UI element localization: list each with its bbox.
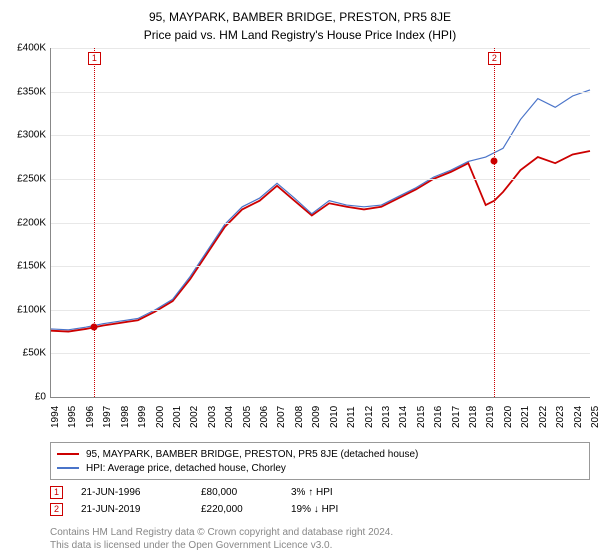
- legend-row: HPI: Average price, detached house, Chor…: [57, 461, 583, 475]
- y-tick-label: £50K: [6, 348, 46, 359]
- x-tick-label: 2020: [503, 406, 514, 428]
- event-pct: 19% ↓ HPI: [291, 504, 338, 515]
- x-tick-label: 1997: [102, 406, 113, 428]
- x-tick-label: 2014: [398, 406, 409, 428]
- y-tick-label: £200K: [6, 217, 46, 228]
- plot-area: £0£50K£100K£150K£200K£250K£300K£350K£400…: [50, 48, 590, 398]
- gridline: [51, 266, 590, 267]
- x-tick-label: 2009: [311, 406, 322, 428]
- gridline: [51, 179, 590, 180]
- x-tick-label: 2000: [155, 406, 166, 428]
- legend-label-property: 95, MAYPARK, BAMBER BRIDGE, PRESTON, PR5…: [86, 449, 418, 460]
- gridline: [51, 92, 590, 93]
- y-tick-label: £300K: [6, 130, 46, 141]
- x-tick-label: 2015: [416, 406, 427, 428]
- y-tick-label: £100K: [6, 304, 46, 315]
- x-tick-label: 1995: [67, 406, 78, 428]
- event-price: £80,000: [201, 487, 291, 498]
- y-tick-label: £350K: [6, 86, 46, 97]
- legend-swatch-property: [57, 453, 79, 455]
- x-tick-label: 2007: [276, 406, 287, 428]
- event-marker-box: 2: [488, 52, 501, 65]
- event-guideline: [94, 48, 95, 397]
- gridline: [51, 310, 590, 311]
- x-tick-label: 2012: [364, 406, 375, 428]
- x-tick-label: 2003: [207, 406, 218, 428]
- chart-subtitle: Price paid vs. HM Land Registry's House …: [0, 24, 600, 48]
- x-tick-label: 2017: [451, 406, 462, 428]
- x-tick-label: 1996: [85, 406, 96, 428]
- x-tick-label: 2024: [573, 406, 584, 428]
- event-price: £220,000: [201, 504, 291, 515]
- event-row: 2 21-JUN-2019 £220,000 19% ↓ HPI: [50, 501, 590, 518]
- footer-line2: This data is licensed under the Open Gov…: [50, 539, 590, 552]
- x-tick-label: 2016: [433, 406, 444, 428]
- x-tick-label: 2019: [485, 406, 496, 428]
- event-marker-2: 2: [50, 503, 63, 516]
- gridline: [51, 135, 590, 136]
- attribution-footer: Contains HM Land Registry data © Crown c…: [50, 526, 590, 552]
- x-tick-label: 2004: [224, 406, 235, 428]
- x-tick-label: 1998: [120, 406, 131, 428]
- event-point: [490, 158, 497, 165]
- event-marker-box: 1: [88, 52, 101, 65]
- event-marker-1: 1: [50, 486, 63, 499]
- legend-label-hpi: HPI: Average price, detached house, Chor…: [86, 463, 286, 474]
- x-tick-label: 2013: [381, 406, 392, 428]
- gridline: [51, 353, 590, 354]
- footer-line1: Contains HM Land Registry data © Crown c…: [50, 526, 590, 539]
- event-point: [90, 324, 97, 331]
- x-tick-label: 2025: [590, 406, 600, 428]
- events-table: 1 21-JUN-1996 £80,000 3% ↑ HPI 2 21-JUN-…: [50, 484, 590, 518]
- gridline: [51, 223, 590, 224]
- x-tick-label: 2023: [555, 406, 566, 428]
- x-tick-label: 2008: [294, 406, 305, 428]
- event-date: 21-JUN-1996: [81, 487, 201, 498]
- gridline: [51, 48, 590, 49]
- x-tick-label: 2006: [259, 406, 270, 428]
- x-tick-label: 2011: [346, 406, 357, 428]
- legend-swatch-hpi: [57, 467, 79, 469]
- x-tick-label: 2022: [538, 406, 549, 428]
- y-tick-label: £0: [6, 392, 46, 403]
- x-tick-label: 2018: [468, 406, 479, 428]
- x-axis-labels: 1994 1995 1996 1997 1998 1999 2000 2001 2002 2003…: [50, 398, 590, 436]
- legend-row: 95, MAYPARK, BAMBER BRIDGE, PRESTON, PR5…: [57, 447, 583, 461]
- event-date: 21-JUN-2019: [81, 504, 201, 515]
- x-tick-label: 2001: [172, 406, 183, 428]
- y-tick-label: £150K: [6, 261, 46, 272]
- x-tick-label: 2021: [520, 406, 531, 428]
- x-tick-label: 2005: [242, 406, 253, 428]
- legend-box: 95, MAYPARK, BAMBER BRIDGE, PRESTON, PR5…: [50, 442, 590, 480]
- y-tick-label: £250K: [6, 173, 46, 184]
- chart-container: 95, MAYPARK, BAMBER BRIDGE, PRESTON, PR5…: [0, 0, 600, 560]
- event-guideline: [494, 48, 495, 397]
- event-row: 1 21-JUN-1996 £80,000 3% ↑ HPI: [50, 484, 590, 501]
- plot-background: £0£50K£100K£150K£200K£250K£300K£350K£400…: [50, 48, 590, 398]
- x-tick-label: 1994: [50, 406, 61, 428]
- x-tick-label: 1999: [137, 406, 148, 428]
- event-pct: 3% ↑ HPI: [291, 487, 333, 498]
- x-tick-label: 2010: [329, 406, 340, 428]
- chart-title-address: 95, MAYPARK, BAMBER BRIDGE, PRESTON, PR5…: [0, 0, 600, 24]
- y-tick-label: £400K: [6, 43, 46, 54]
- x-tick-label: 2002: [189, 406, 200, 428]
